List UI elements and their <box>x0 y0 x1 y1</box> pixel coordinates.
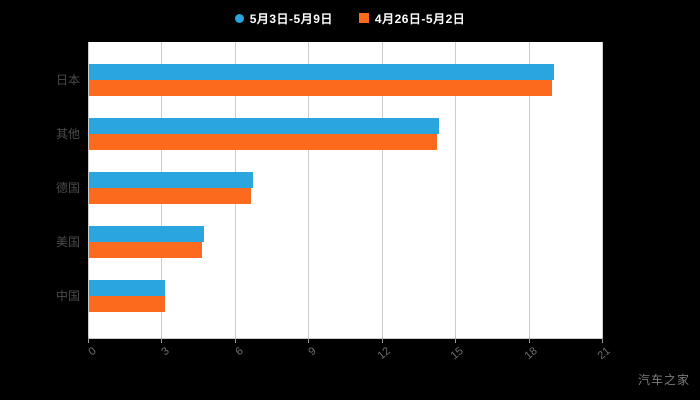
x-axis-tick <box>308 338 310 343</box>
bar[interactable] <box>89 296 165 312</box>
x-axis-tick-label: 9 <box>306 345 319 359</box>
legend-square-marker-icon <box>358 13 369 23</box>
x-axis-tick <box>161 338 163 343</box>
x-axis-tick-label: 3 <box>159 345 173 359</box>
x-axis-tick-label: 6 <box>233 345 246 359</box>
bar[interactable] <box>89 226 205 242</box>
x-axis-tick-label: 12 <box>375 345 393 363</box>
x-axis-tick <box>88 338 89 343</box>
gridline <box>528 42 530 338</box>
x-axis-tick-label: 0 <box>86 345 99 359</box>
legend-label-current: 5月3日-5月9日 <box>249 11 333 26</box>
gridline <box>602 42 603 338</box>
legend-label-previous: 4月26日-5月2日 <box>374 11 466 26</box>
gridline <box>455 42 457 338</box>
x-axis-tick <box>381 338 383 343</box>
x-axis-tick <box>602 338 603 343</box>
y-axis-category-label: 德国 <box>55 181 80 195</box>
chart-legend: 5月3日-5月9日 4月26日-5月2日 <box>0 8 700 28</box>
legend-item-week-current[interactable]: 5月3日-5月9日 <box>234 10 333 27</box>
watermark: 汽车之家 <box>637 373 690 387</box>
bar[interactable] <box>89 188 251 204</box>
x-axis-tick <box>455 338 457 343</box>
y-axis-category-label: 日本 <box>55 73 80 87</box>
x-axis-tick <box>528 338 530 343</box>
legend-circle-marker-icon <box>234 13 244 23</box>
bar[interactable] <box>89 242 202 258</box>
gridline <box>381 42 383 338</box>
x-axis-tick <box>234 338 236 343</box>
y-axis-category-label: 中国 <box>55 289 80 303</box>
bar[interactable] <box>89 64 555 80</box>
plot-area <box>88 42 603 339</box>
x-axis-tick-label: 15 <box>448 345 466 363</box>
x-axis-tick-label: 18 <box>522 345 540 363</box>
gridline <box>308 42 310 338</box>
bar[interactable] <box>89 80 552 96</box>
legend-item-week-previous[interactable]: 4月26日-5月2日 <box>358 10 466 27</box>
bar[interactable] <box>89 280 165 296</box>
y-axis-category-label: 美国 <box>55 235 80 249</box>
y-axis-category-label: 其他 <box>55 127 80 141</box>
bar[interactable] <box>89 134 437 150</box>
x-axis-tick-label: 21 <box>595 345 613 363</box>
bar[interactable] <box>89 118 439 134</box>
bar[interactable] <box>89 172 253 188</box>
